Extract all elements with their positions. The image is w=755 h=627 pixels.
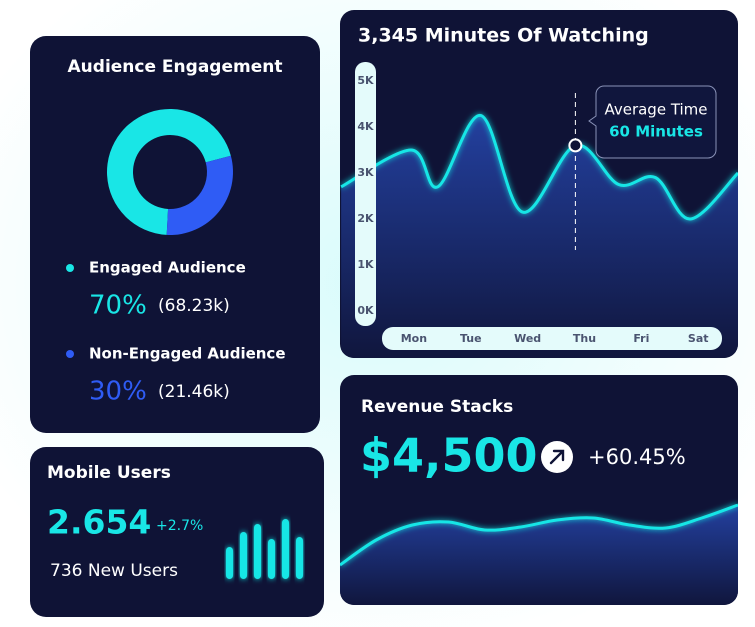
annotation-marker (568, 138, 583, 153)
tooltip-title: Average Time (604, 101, 707, 119)
revenue-plot (340, 503, 738, 605)
y-tick-label: 3K (357, 166, 374, 179)
change: +60.45% (588, 445, 686, 469)
legend-label: Non-Engaged Audience (89, 345, 286, 363)
legend-dot (66, 350, 74, 358)
change: +2.7% (156, 518, 203, 534)
y-axis-pill (355, 62, 376, 326)
y-tick-label: 5K (357, 74, 374, 87)
trend-arrow (549, 449, 565, 465)
chart-title: Audience Engagement (68, 57, 283, 77)
chart-title: Revenue Stacks (361, 397, 513, 417)
headline: 2.654 (47, 503, 151, 542)
y-tick-label: 0K (357, 304, 374, 317)
bar (240, 532, 247, 579)
area (341, 115, 738, 358)
bar (268, 539, 275, 579)
bar (296, 537, 303, 579)
y-tick-label: 4K (357, 120, 374, 133)
x-tick-label: Sat (688, 332, 709, 345)
bar (226, 547, 233, 579)
subtitle: 736 New Users (50, 561, 178, 581)
area (340, 505, 738, 605)
donut-slice (166, 155, 234, 236)
x-tick-label: Wed (514, 332, 541, 345)
tooltip (588, 85, 717, 159)
legend-dot (66, 264, 74, 272)
tooltip-text: 60 Minutes (609, 123, 703, 141)
count-label: (68.23k) (158, 296, 230, 316)
mobile-card (30, 447, 324, 617)
count-label: (21.46k) (158, 382, 230, 402)
bar (254, 524, 261, 579)
watching-plot (340, 114, 738, 358)
x-tick-label: Tue (460, 332, 482, 345)
x-tick-label: Fri (633, 332, 649, 345)
chart-title: Mobile Users (47, 463, 171, 483)
line (340, 114, 738, 221)
x-tick-label: Mon (401, 332, 427, 345)
y-tick-label: 1K (357, 258, 374, 271)
y-tick-label: 2K (357, 212, 374, 225)
chart-title: 3,345 Minutes Of Watching (358, 25, 649, 47)
donut-slice (107, 109, 231, 235)
x-tick-label: Thu (573, 332, 596, 345)
x-axis-pill (382, 327, 722, 350)
line (340, 503, 738, 567)
value-label: 70% (89, 291, 147, 321)
value-label: 30% (89, 377, 147, 407)
bar (282, 519, 289, 579)
headline: $4,500 (360, 429, 538, 483)
legend-label: Engaged Audience (89, 259, 246, 277)
